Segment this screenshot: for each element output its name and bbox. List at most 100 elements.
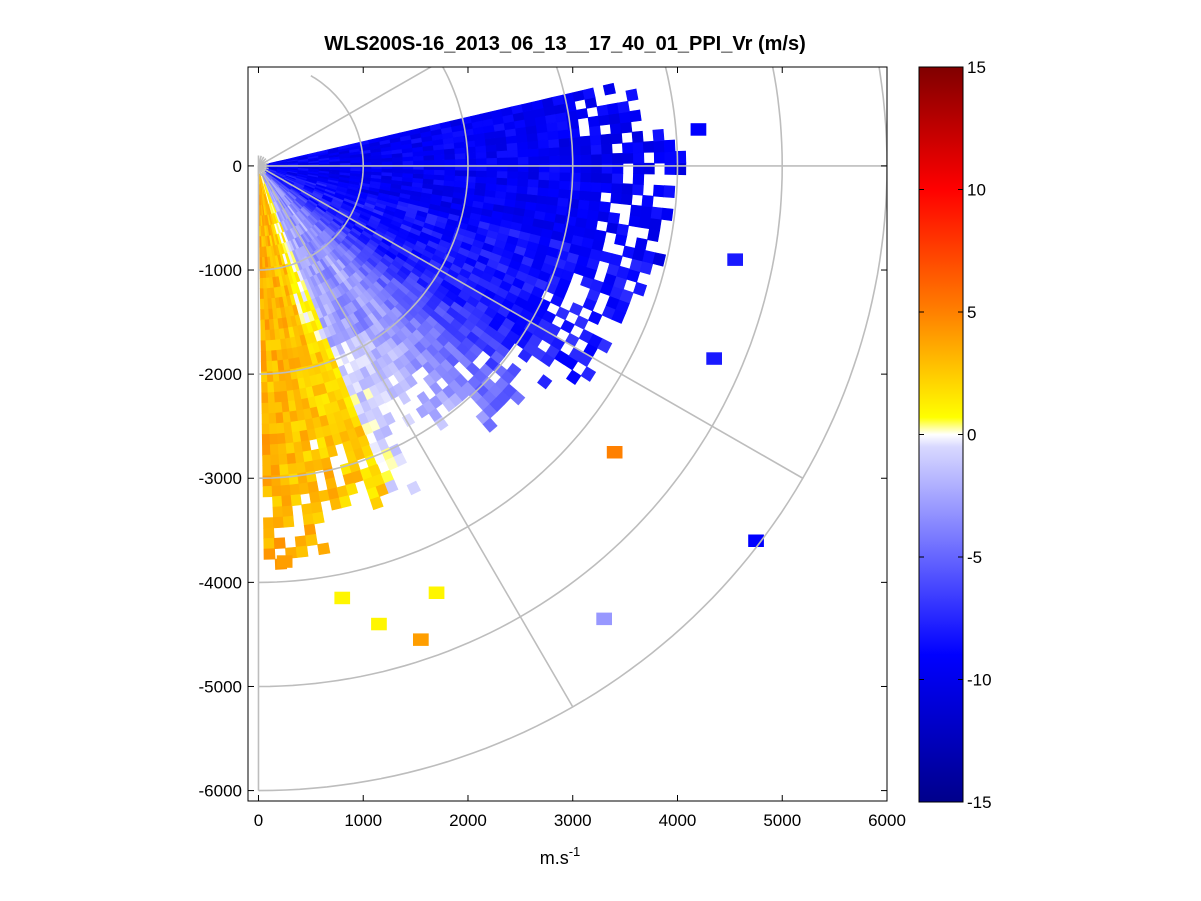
x-axis-label-exponent: -1 <box>569 844 581 859</box>
velocity-cell <box>496 170 509 179</box>
velocity-cell <box>606 102 620 115</box>
velocity-cell <box>548 171 561 181</box>
velocity-cell <box>580 366 597 382</box>
velocity-cell <box>301 439 312 453</box>
velocity-cell <box>485 182 497 192</box>
velocity-cell <box>260 361 268 373</box>
isolated-cell <box>413 633 429 646</box>
velocity-cell <box>622 152 634 164</box>
velocity-cell <box>632 141 645 154</box>
velocity-cell <box>263 548 276 560</box>
velocity-cell <box>643 162 655 175</box>
velocity-cell <box>663 185 676 199</box>
velocity-cell <box>475 170 488 178</box>
velocity-cell <box>261 402 270 415</box>
velocity-cell <box>601 143 613 155</box>
velocity-cell <box>263 537 275 550</box>
velocity-cell <box>474 182 487 190</box>
velocity-cell <box>527 178 540 188</box>
velocity-cell <box>632 281 648 297</box>
velocity-cell <box>625 88 639 102</box>
velocity-cell <box>634 237 648 251</box>
velocity-cell <box>559 154 571 165</box>
colorbar-tick-label: -5 <box>967 548 982 567</box>
velocity-cell <box>580 144 592 156</box>
velocity-cell <box>580 154 592 165</box>
velocity-cell <box>260 340 267 352</box>
x-tick-label: 0 <box>254 811 263 830</box>
velocity-cell <box>272 495 283 508</box>
velocity-cell <box>620 193 633 206</box>
velocity-cell <box>272 516 285 529</box>
velocity-cell <box>538 155 551 165</box>
colorbar-tick-label: -10 <box>967 671 992 690</box>
velocity-cell <box>653 151 666 164</box>
isolated-cell <box>596 612 612 626</box>
velocity-cell <box>598 201 611 213</box>
velocity-cell <box>277 443 288 455</box>
velocity-cell <box>557 128 570 140</box>
velocity-cell <box>444 169 456 176</box>
velocity-cell <box>663 139 676 153</box>
y-tick-label: -6000 <box>199 782 242 801</box>
velocity-cell <box>537 139 550 149</box>
velocity-cell <box>547 130 560 141</box>
velocity-cell <box>369 496 384 511</box>
velocity-cell <box>312 511 325 525</box>
velocity-cell <box>526 186 539 196</box>
velocity-cell <box>579 135 592 147</box>
velocity-cell <box>268 412 277 425</box>
velocity-cell <box>527 140 540 150</box>
velocity-cell <box>664 162 676 175</box>
velocity-cell <box>307 480 319 494</box>
velocity-cell <box>434 416 449 431</box>
velocity-cell <box>616 223 630 237</box>
velocity-cell <box>273 537 286 550</box>
velocity-cell <box>444 174 456 182</box>
velocity-cell <box>621 142 634 154</box>
velocity-cell <box>423 169 435 175</box>
velocity-cell <box>589 190 602 202</box>
velocity-cell <box>558 188 571 199</box>
velocity-cell <box>506 362 522 378</box>
velocity-cell <box>538 147 550 157</box>
velocity-cell <box>559 171 571 182</box>
isolated-cell <box>371 617 387 631</box>
velocity-cell <box>454 169 467 177</box>
velocity-cell <box>270 464 281 477</box>
velocity-cell <box>454 152 467 160</box>
velocity-cell <box>280 484 292 497</box>
velocity-cell <box>413 159 425 166</box>
velocity-cell <box>286 452 297 465</box>
velocity-cell <box>317 542 331 556</box>
velocity-cell <box>261 381 269 394</box>
velocity-cell <box>517 178 529 187</box>
velocity-cell <box>326 444 338 458</box>
velocity-cell <box>537 186 550 197</box>
velocity-cell <box>632 152 645 164</box>
velocity-cell <box>398 391 412 406</box>
x-tick-label: 5000 <box>763 811 801 830</box>
isolated-cell <box>748 534 764 547</box>
velocity-cell <box>262 465 272 477</box>
velocity-cell <box>262 444 272 456</box>
velocity-cell <box>305 533 318 547</box>
velocity-cell <box>580 172 592 183</box>
x-tick-label: 3000 <box>554 811 592 830</box>
velocity-cell <box>433 174 446 181</box>
chart-title: WLS200S-16_2013_06_13__17_40_01_PPI_Vr (… <box>324 33 805 55</box>
velocity-cell <box>642 140 655 153</box>
velocity-cell <box>607 212 621 225</box>
velocity-cell <box>526 193 539 204</box>
isolated-cell <box>606 446 623 459</box>
isolated-cell <box>276 555 293 568</box>
x-tick-label: 4000 <box>659 811 697 830</box>
velocity-cell <box>538 171 550 181</box>
velocity-cell <box>262 485 273 498</box>
velocity-cell <box>433 169 446 176</box>
velocity-cell <box>538 179 550 189</box>
velocity-cell <box>577 199 591 211</box>
velocity-cell <box>609 122 622 135</box>
velocity-cell <box>475 157 488 165</box>
velocity-cell <box>404 374 418 388</box>
